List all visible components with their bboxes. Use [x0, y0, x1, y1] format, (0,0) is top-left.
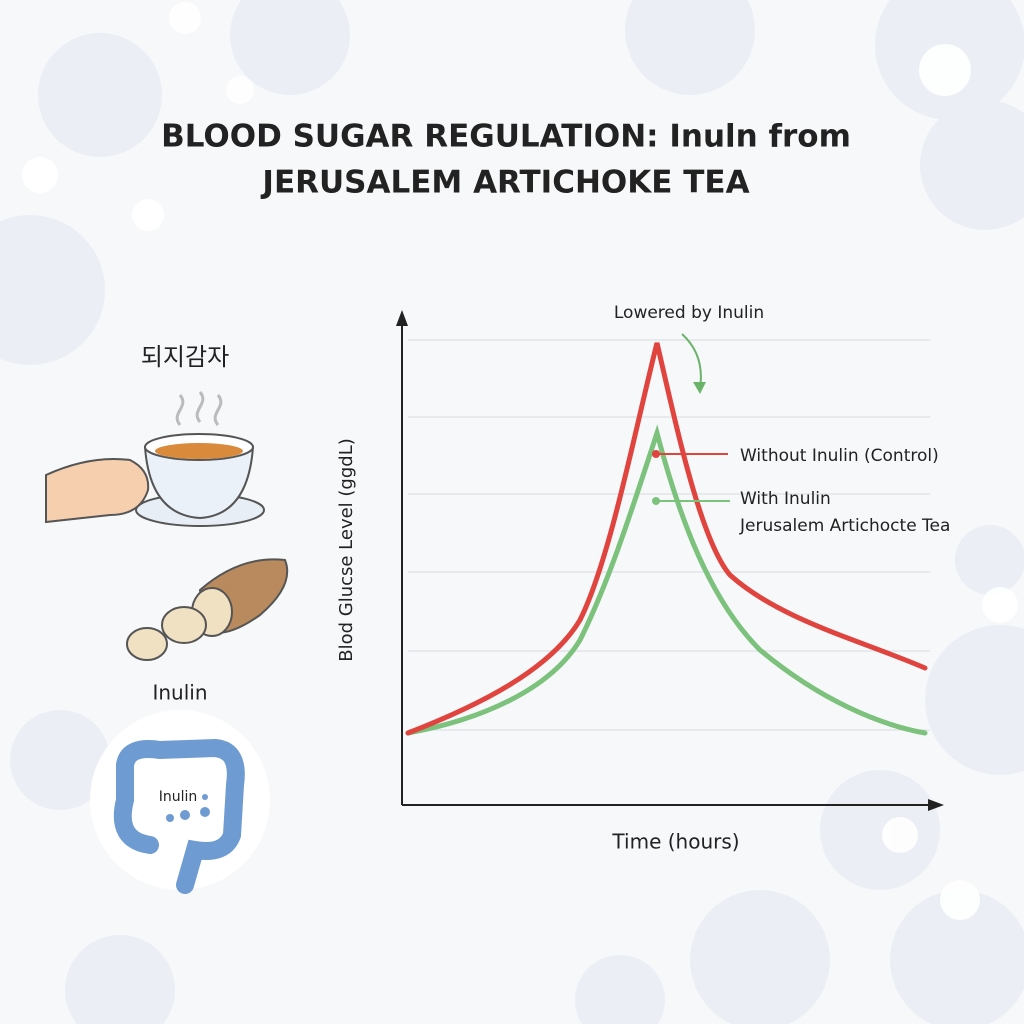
annotation-arrowhead	[693, 382, 706, 394]
plant-label: 되지감자	[141, 343, 229, 371]
title-line: BLOOD SUGAR REGULATION: Inuln from	[161, 119, 851, 155]
inulin-label-line: Jerusalem Artichocte Tea	[739, 516, 950, 536]
y-axis-label: Blod Glucse Level (ggdL)	[336, 438, 357, 662]
inulin-label-line: With Inulin	[740, 489, 831, 509]
axis-arrows	[396, 310, 944, 811]
gut-illustration: Inulin	[90, 710, 270, 894]
control-label: Without Inulin (Control)	[740, 446, 939, 466]
control-curve	[405, 342, 928, 736]
inulin-label: Inulin	[152, 681, 207, 705]
background-dots	[22, 2, 1018, 920]
annotation: Lowered by Inulin	[614, 303, 764, 323]
x-axis-label: Time (hours)	[611, 830, 739, 854]
annotation-arrow	[681, 333, 702, 389]
grid-lines	[408, 339, 930, 731]
title-line: JERUSALEM ARTICHOKE TEA	[260, 165, 749, 201]
axes	[401, 320, 932, 806]
artichoke-illustration	[126, 558, 289, 661]
inulin-curve	[405, 424, 928, 736]
teacup-illustration	[45, 391, 265, 527]
gut-label: Inulin	[159, 789, 198, 805]
